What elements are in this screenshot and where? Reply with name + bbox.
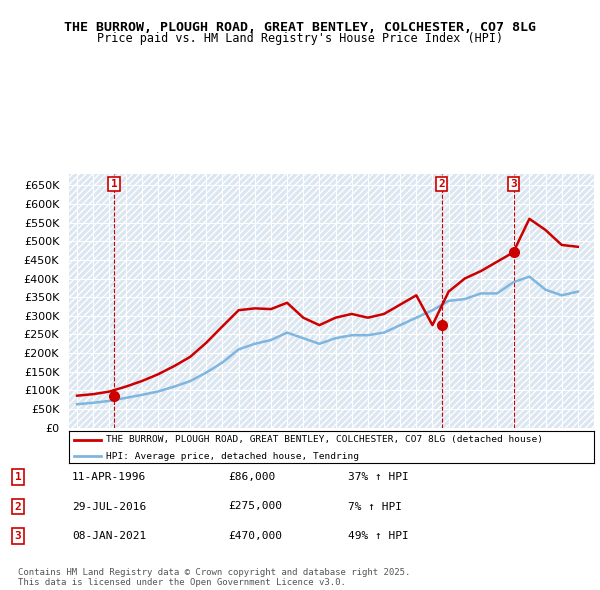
Text: 2: 2 bbox=[438, 179, 445, 189]
Text: Price paid vs. HM Land Registry's House Price Index (HPI): Price paid vs. HM Land Registry's House … bbox=[97, 32, 503, 45]
Text: 3: 3 bbox=[14, 531, 22, 541]
Text: 3: 3 bbox=[510, 179, 517, 189]
Text: 1: 1 bbox=[110, 179, 117, 189]
Text: 2: 2 bbox=[14, 502, 22, 512]
Text: THE BURROW, PLOUGH ROAD, GREAT BENTLEY, COLCHESTER, CO7 8LG: THE BURROW, PLOUGH ROAD, GREAT BENTLEY, … bbox=[64, 21, 536, 34]
Text: 11-APR-1996: 11-APR-1996 bbox=[72, 472, 146, 482]
Text: 29-JUL-2016: 29-JUL-2016 bbox=[72, 502, 146, 512]
Text: Contains HM Land Registry data © Crown copyright and database right 2025.
This d: Contains HM Land Registry data © Crown c… bbox=[18, 568, 410, 587]
Text: HPI: Average price, detached house, Tendring: HPI: Average price, detached house, Tend… bbox=[106, 451, 359, 461]
Text: 1: 1 bbox=[14, 472, 22, 482]
Text: 49% ↑ HPI: 49% ↑ HPI bbox=[348, 531, 409, 541]
Text: 08-JAN-2021: 08-JAN-2021 bbox=[72, 531, 146, 541]
Text: £86,000: £86,000 bbox=[228, 472, 275, 482]
Text: 37% ↑ HPI: 37% ↑ HPI bbox=[348, 472, 409, 482]
Text: 7% ↑ HPI: 7% ↑ HPI bbox=[348, 502, 402, 512]
Text: £470,000: £470,000 bbox=[228, 531, 282, 541]
Text: £275,000: £275,000 bbox=[228, 502, 282, 512]
Text: THE BURROW, PLOUGH ROAD, GREAT BENTLEY, COLCHESTER, CO7 8LG (detached house): THE BURROW, PLOUGH ROAD, GREAT BENTLEY, … bbox=[106, 435, 543, 444]
